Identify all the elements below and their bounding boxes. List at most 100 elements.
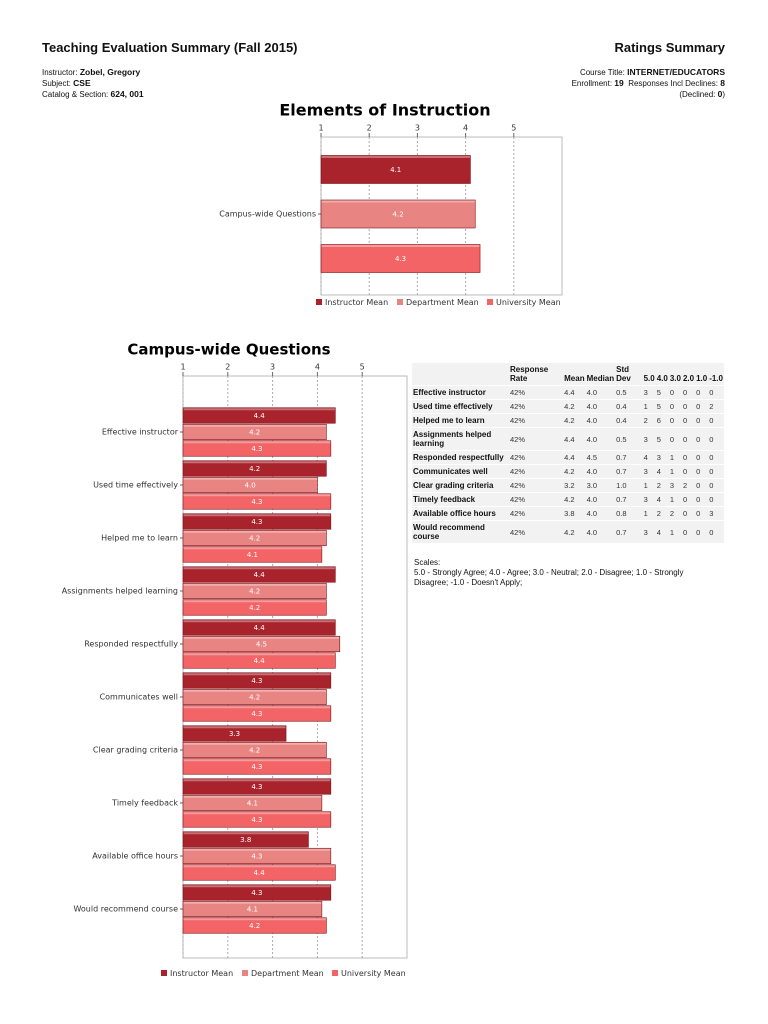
bar-highlight [321, 200, 475, 203]
bar [182, 635, 341, 653]
header-cell: Mean [564, 374, 585, 383]
legend-label: Department Mean [251, 969, 324, 978]
header-cell: 5.0 [643, 374, 655, 383]
bar [182, 794, 323, 812]
value-cell: 3 [655, 450, 669, 465]
label: ) [722, 90, 725, 99]
bar-highlight [183, 706, 331, 709]
value-label: 4.3 [251, 889, 262, 897]
x-tick-label: 4 [463, 124, 468, 133]
value-cell: 4.2 [563, 464, 586, 479]
legend-label: University Mean [496, 298, 561, 307]
bar [182, 582, 327, 600]
header-cell: 4.0 [656, 374, 668, 383]
value: CSE [73, 78, 91, 88]
bar-highlight [183, 620, 335, 623]
value-cell: 1 [668, 464, 682, 479]
value-cell: 5 [655, 385, 669, 400]
value-cell: 0 [681, 413, 696, 428]
value-cell: 0 [681, 464, 696, 479]
bar [182, 566, 336, 583]
x-tick-label: 1 [180, 363, 185, 372]
value-cell: 3 [642, 520, 656, 543]
value-cell: 0.7 [615, 464, 643, 479]
value-cell: 42% [509, 413, 564, 428]
bar-highlight [183, 636, 340, 639]
value-cell: 4.5 [585, 450, 616, 465]
value-label: 4.4 [254, 412, 266, 420]
bar-highlight [183, 795, 322, 798]
bar-highlight [183, 689, 326, 692]
value-label: 4.3 [251, 853, 262, 861]
value-cell: 42% [509, 478, 564, 493]
label: Course Title: [579, 68, 625, 77]
scales-title: Scales: [414, 558, 441, 567]
bar [182, 599, 327, 616]
table-row: Effective instructor 42% 4.4 4.0 0.5 3 5 0 0 0 0 [412, 385, 724, 400]
value-cell: 0 [681, 427, 696, 451]
value-label: 4.4 [254, 624, 266, 632]
x-tick-label: 2 [225, 363, 230, 372]
value-label: 4.2 [249, 694, 260, 702]
value-cell: 42% [509, 450, 564, 465]
value-label: 4.1 [247, 800, 258, 808]
label: Catalog & Section: [42, 90, 109, 99]
value-cell: 4.0 [585, 492, 616, 507]
bar-highlight [183, 653, 335, 656]
value-cell: 4.4 [563, 427, 586, 451]
value-cell: 4.0 [585, 413, 616, 428]
bar [182, 811, 332, 828]
value-cell: 42% [509, 492, 564, 507]
table-row: Helped me to learn 42% 4.2 4.0 0.4 2 6 0 0 0 0 [412, 413, 724, 428]
value-label: 4.3 [251, 518, 262, 526]
bar-highlight [183, 461, 326, 464]
value-cell: 2 [655, 506, 669, 521]
question-cell: Available office hours [412, 506, 509, 521]
bar [182, 440, 332, 457]
value-cell: 4.0 [585, 399, 616, 414]
legend-swatch [316, 299, 322, 305]
legend-label: University Mean [341, 969, 406, 978]
value-label: 4.2 [249, 588, 260, 596]
header-cell: Median [586, 374, 615, 383]
value-cell: 2 [708, 399, 724, 414]
value-cell: 2 [642, 413, 656, 428]
value-cell: 3 [708, 506, 724, 521]
category-label: Helped me to learn [101, 534, 178, 543]
legend-label: Instructor Mean [325, 298, 388, 307]
value-label: 4.3 [395, 255, 406, 263]
x-tick-label: 5 [511, 124, 516, 133]
value-label: 4.3 [251, 445, 262, 453]
value-cell: 1 [668, 492, 682, 507]
table-row: Clear grading criteria 42% 3.2 3.0 1.0 1 2 3 2 0 0 [412, 478, 724, 493]
value-cell: 0 [695, 506, 709, 521]
value: INTERNET/EDUCATORS [627, 67, 725, 77]
value-cell: 0 [695, 385, 709, 400]
value-cell: 1.0 [615, 478, 643, 493]
value-cell: 42% [509, 399, 564, 414]
value-cell: 42% [509, 464, 564, 479]
ratings-summary-title: Ratings Summary [614, 40, 725, 55]
value-label: 4.1 [247, 551, 258, 559]
bar-highlight [183, 547, 322, 550]
value-cell: 0 [668, 413, 682, 428]
category-label: Would recommend course [73, 905, 178, 914]
bar-highlight [183, 494, 331, 497]
label: Responses Incl Declines: [628, 79, 719, 88]
value-cell: 0 [695, 450, 709, 465]
header-cell: 2.0 [682, 374, 695, 383]
value-cell: 0 [695, 413, 709, 428]
bar-highlight [183, 583, 326, 586]
value-cell: 0 [695, 399, 709, 414]
value-cell: 0.7 [615, 520, 643, 543]
value: Zobel, Gregory [79, 67, 141, 77]
bar [182, 847, 332, 865]
value-label: 4.2 [249, 465, 260, 473]
value-cell: 2 [655, 478, 669, 493]
value: 624, 001 [110, 89, 144, 99]
value-cell: 1 [668, 450, 682, 465]
scales-text: 5.0 - Strongly Agree; 4.0 - Agree; 3.0 -… [414, 568, 684, 587]
value-label: 4.2 [249, 747, 260, 755]
category-label: Effective instructor [102, 428, 179, 437]
bar-highlight [183, 779, 331, 782]
